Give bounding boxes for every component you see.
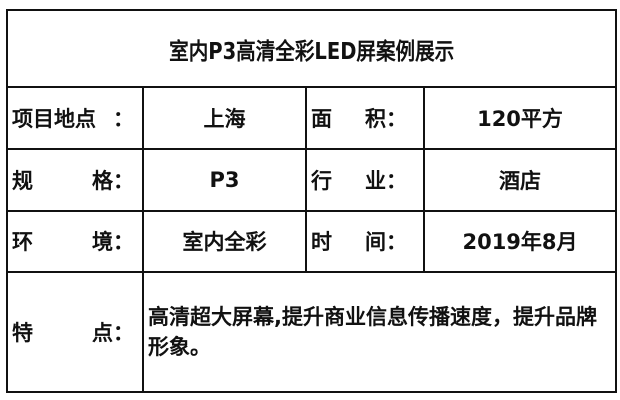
label-industry: 行 业： (305, 147, 425, 212)
label-environment: 环 境： (6, 209, 144, 274)
title-text: 室内P3高清全彩LED屏案例展示 (168, 38, 455, 65)
label-text: 面 (311, 106, 332, 131)
table-title: 室内P3高清全彩LED屏案例展示 (5, 9, 618, 88)
value-spec: P3 (142, 147, 307, 212)
label-colon: 业： (365, 168, 407, 193)
label-colon: 积： (365, 106, 407, 131)
label-colon: 境： (92, 230, 134, 255)
value-time: 2019年8月 (422, 209, 618, 274)
table-row: 项目地点 ： 上海 面 积： 120平方 (6, 86, 618, 150)
label-colon: 间： (365, 230, 407, 255)
value-industry: 酒店 (422, 147, 618, 212)
value-features: 高清超大屏幕,提升商业信息传播速度，提升品牌形象。 (141, 271, 618, 393)
value-location: 上海 (142, 86, 307, 150)
value-area: 120平方 (422, 86, 618, 150)
label-text: 项目地点 (12, 106, 96, 131)
label-colon: ： (113, 106, 134, 131)
label-colon: 点： (92, 321, 134, 346)
label-spec: 规 格： (6, 147, 144, 212)
label-time: 时 间： (305, 209, 425, 274)
label-area: 面 积： (305, 86, 425, 150)
label-text: 环 (12, 230, 33, 255)
table-row: 规 格： P3 行 业： 酒店 (6, 147, 618, 212)
label-text: 特 (12, 321, 33, 346)
label-features: 特 点： (6, 271, 144, 393)
label-location: 项目地点 ： (6, 86, 144, 150)
label-text: 时 (311, 230, 332, 255)
label-text: 规 (12, 168, 33, 193)
value-environment: 室内全彩 (142, 209, 307, 274)
label-text: 行 (311, 168, 332, 193)
table-row: 特 点： 高清超大屏幕,提升商业信息传播速度，提升品牌形象。 (6, 271, 618, 393)
case-table: 室内P3高清全彩LED屏案例展示 项目地点 ： 上海 面 积： 120平方 规 格： … (5, 9, 618, 393)
label-colon: 格： (92, 168, 134, 193)
table-row: 环 境： 室内全彩 时 间： 2019年8月 (6, 209, 618, 274)
